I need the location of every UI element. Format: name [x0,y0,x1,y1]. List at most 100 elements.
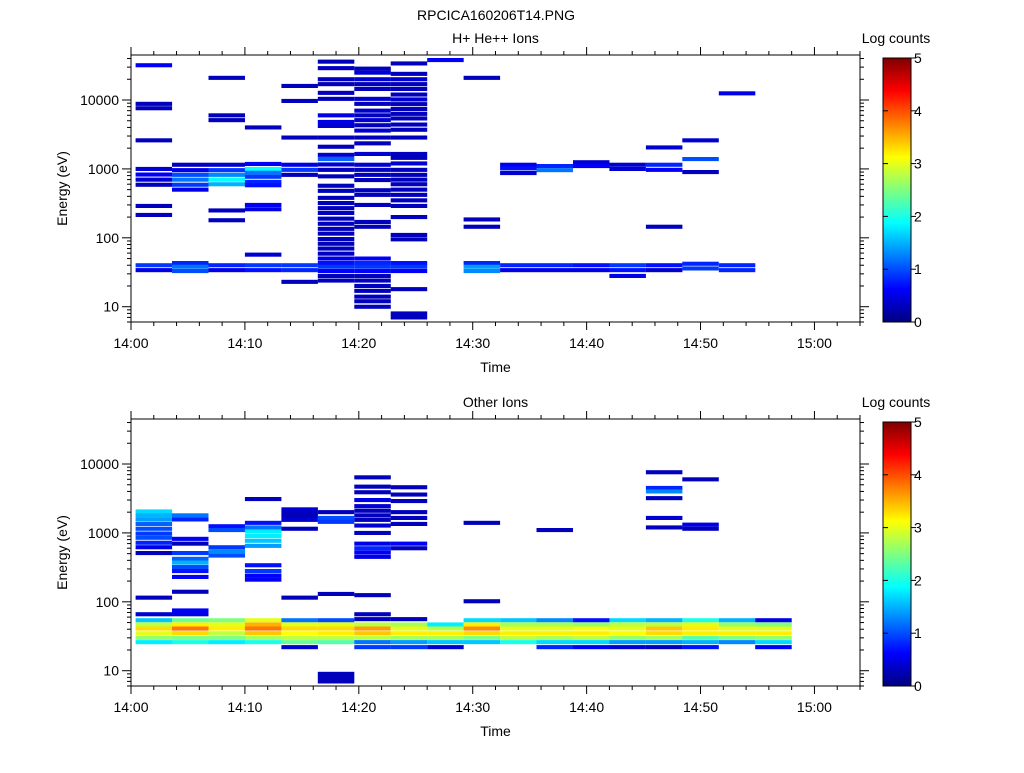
data-cell [281,507,318,512]
x-tick-label: 14:20 [341,335,376,351]
data-cell [135,612,173,617]
data-cell [682,640,719,645]
data-cell [135,631,173,636]
colorbar-tick-label: 3 [914,520,922,536]
data-cell [244,622,282,627]
data-cell [354,294,391,299]
colorbar-tick-label: 3 [914,156,922,172]
data-cell [172,517,209,522]
data-cell [281,162,318,167]
data-cell [390,515,428,520]
data-cell [281,517,318,522]
data-cell [135,526,173,531]
colorbar-label: Log counts [862,30,931,46]
data-cell [682,618,719,623]
data-cell [645,485,683,490]
data-cell [172,569,209,574]
data-cell [135,535,173,540]
data-cell [390,237,428,242]
y-tick-label: 10 [103,299,119,315]
data-cell [390,626,428,631]
data-cell [317,210,355,215]
data-cell [645,622,683,627]
data-cell [755,640,792,645]
data-cell [536,640,573,645]
data-cell [354,541,391,546]
data-cell [573,164,610,169]
colorbar-tick-label: 0 [914,314,922,330]
data-cell [135,531,173,536]
data-cell [354,113,391,118]
data-cell [135,138,173,143]
data-cell [354,645,391,650]
data-cell [281,635,318,640]
x-tick-label: 14:50 [683,335,718,351]
data-cell [135,640,173,645]
data-cell [354,178,391,183]
data-cell [609,645,646,650]
data-cell [317,640,355,645]
data-cell [317,226,355,231]
data-cell [172,565,209,570]
data-cell [645,635,683,640]
data-cell [208,118,245,123]
data-cell [354,96,391,101]
data-cell [317,152,355,157]
data-cell [172,560,209,565]
data-cell [609,166,646,171]
data-cell [682,622,719,627]
data-cell [317,251,355,256]
data-cell [718,631,756,636]
data-cell [390,510,428,515]
data-cell [317,216,355,221]
data-cell [500,166,537,171]
data-cell [208,626,245,631]
data-cell [317,256,355,261]
data-cell [354,288,391,293]
data-cell [645,489,683,494]
data-cell [135,263,173,268]
data-cell [244,534,282,539]
data-cell [536,263,573,268]
data-cell [208,75,245,80]
data-cell [135,509,173,514]
data-cell [281,640,318,645]
data-cell [390,71,428,76]
data-cell [317,82,355,87]
data-cell [354,523,391,528]
data-cell [573,622,610,627]
data-cell [244,635,282,640]
data-cell [390,182,428,187]
data-cell [645,631,683,636]
data-cell [390,287,428,292]
data-cell [354,622,391,627]
data-cell [244,529,282,534]
data-cell [573,640,610,645]
data-cell [208,549,245,554]
data-cell [718,626,756,631]
colorbar-tick-label: 5 [914,414,922,430]
data-cell [354,513,391,518]
data-cell [317,167,355,172]
data-cell [645,263,683,268]
data-cell [755,635,792,640]
data-cell [244,631,282,636]
colorbar-tick-label: 0 [914,678,922,694]
data-cell [317,123,355,128]
data-cell [645,496,683,501]
data-cell [317,261,355,266]
data-cell [354,123,391,128]
data-cell [354,554,391,559]
data-cell [354,269,391,274]
data-cell [390,215,428,220]
data-cell [244,640,282,645]
data-cell [208,545,245,550]
data-cell [317,206,355,211]
data-cell [755,626,792,631]
data-cell [463,622,501,627]
data-cell [281,618,318,623]
data-cell [208,172,245,177]
data-cell [427,58,464,63]
x-tick-label: 14:30 [455,335,490,351]
data-cell [390,161,428,166]
